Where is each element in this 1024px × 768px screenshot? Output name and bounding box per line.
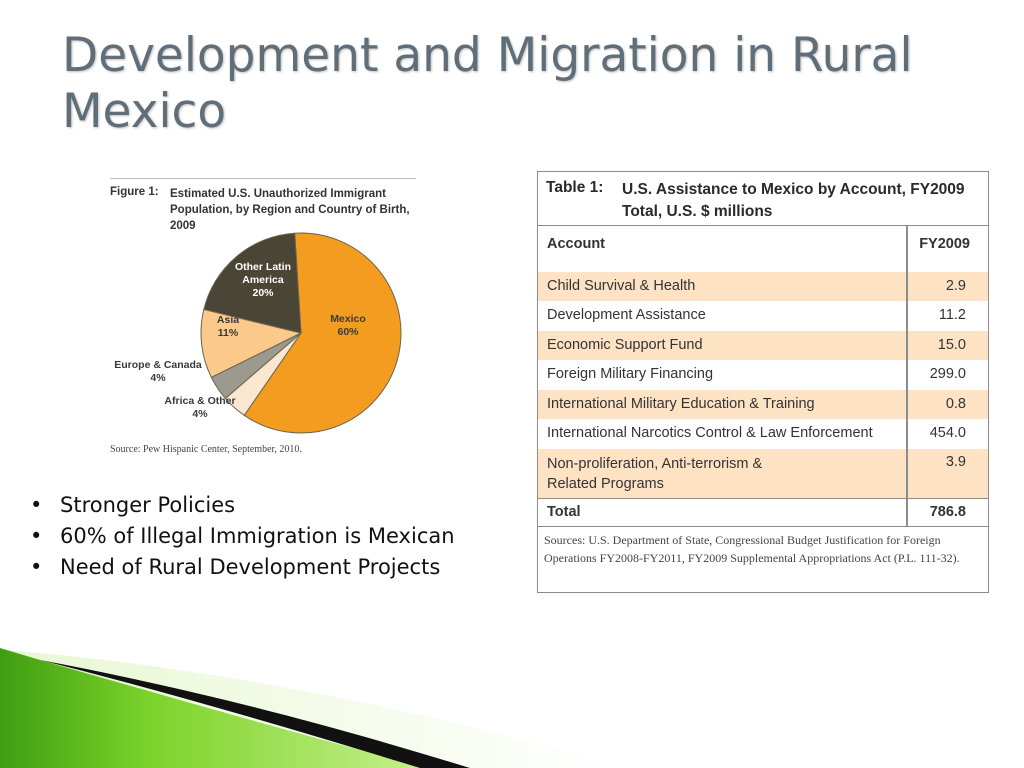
- figure-pie-chart: Figure 1: Estimated U.S. Unauthorized Im…: [110, 178, 416, 460]
- table-header: Table 1: U.S. Assistance to Mexico by Ac…: [538, 172, 988, 226]
- table-column-divider: [906, 226, 908, 526]
- row-value: 15.0: [937, 337, 966, 353]
- row-value: 0.8: [945, 396, 966, 412]
- figure-caption: Estimated U.S. Unauthorized Immigrant Po…: [170, 188, 410, 232]
- table-row: Child Survival & Health 2.9: [538, 272, 988, 301]
- row-value: 2.9: [945, 278, 966, 294]
- bullet-list: • Stronger Policies • 60% of Illegal Immig…: [30, 490, 455, 583]
- bullet-item: • 60% of Illegal Immigration is Mexican: [30, 521, 455, 552]
- pie-label-europe-canada: Europe & Canada 4%: [114, 359, 202, 384]
- bullet-item: • Need of Rural Development Projects: [30, 552, 455, 583]
- row-account: Non-proliferation, Anti-terrorism & Rela…: [547, 456, 763, 492]
- row-account: Development Assistance: [547, 307, 706, 323]
- bullet-dot-icon: •: [30, 524, 43, 548]
- column-header-fy2009: FY2009: [919, 236, 970, 252]
- figure-top-rule: [110, 178, 416, 179]
- bullet-text: Need of Rural Development Projects: [60, 555, 441, 579]
- bullet-dot-icon: •: [30, 555, 43, 579]
- figure-label: Figure 1:: [110, 186, 159, 198]
- table-row: Non-proliferation, Anti-terrorism & Rela…: [538, 449, 988, 498]
- row-value: 454.0: [929, 425, 966, 441]
- table-row: International Military Education & Train…: [538, 390, 988, 419]
- assistance-table: Table 1: U.S. Assistance to Mexico by Ac…: [537, 171, 989, 593]
- pie-chart: Mexico 60% Africa & Other 4% Europe & Canada…: [114, 232, 402, 434]
- table-total-row: Total 786.8: [538, 498, 988, 527]
- row-account: Economic Support Fund: [547, 337, 703, 353]
- pie-label-other-latin-america: Other Latin America 20%: [235, 261, 291, 299]
- table-title: U.S. Assistance to Mexico by Account, FY…: [622, 181, 965, 220]
- row-account: International Narcotics Control & Law En…: [547, 425, 873, 441]
- pie-label-asia: Asia 11%: [217, 314, 239, 339]
- table-label: Table 1:: [546, 179, 604, 196]
- row-value: 299.0: [929, 366, 966, 382]
- total-label: Total: [547, 504, 581, 520]
- table-row: Economic Support Fund 15.0: [538, 331, 988, 360]
- figure-source: Source: Pew Hispanic Center, September, …: [110, 444, 302, 455]
- pie-slice-other-latin-america: [203, 232, 302, 334]
- pie-label-mexico: Mexico 60%: [330, 313, 366, 338]
- row-account: Child Survival & Health: [547, 278, 696, 294]
- bullet-dot-icon: •: [30, 493, 43, 517]
- column-header-account: Account: [547, 236, 605, 252]
- pie-slice-asia: [200, 308, 303, 379]
- table-column-header-row: Account FY2009: [538, 226, 988, 270]
- pie-label-africa-other: Africa & Other 4%: [164, 395, 235, 420]
- table-row: Development Assistance 11.2: [538, 301, 988, 331]
- pie-slice-mexico: [243, 232, 402, 434]
- bullet-item: • Stronger Policies: [30, 490, 455, 521]
- table-row: International Narcotics Control & Law En…: [538, 419, 988, 449]
- row-account: International Military Education & Train…: [547, 396, 815, 412]
- table-row: Foreign Military Financing 299.0: [538, 360, 988, 390]
- total-value: 786.8: [929, 504, 966, 520]
- bullet-text: Stronger Policies: [60, 493, 236, 517]
- row-value: 11.2: [938, 307, 966, 323]
- row-account: Foreign Military Financing: [547, 366, 714, 382]
- bullet-text: 60% of Illegal Immigration is Mexican: [60, 524, 455, 548]
- slide-title: Development and Migration in Rural Mexic…: [62, 28, 913, 139]
- row-value: 3.9: [945, 454, 966, 470]
- table-source: Sources: U.S. Department of State, Congr…: [544, 533, 960, 565]
